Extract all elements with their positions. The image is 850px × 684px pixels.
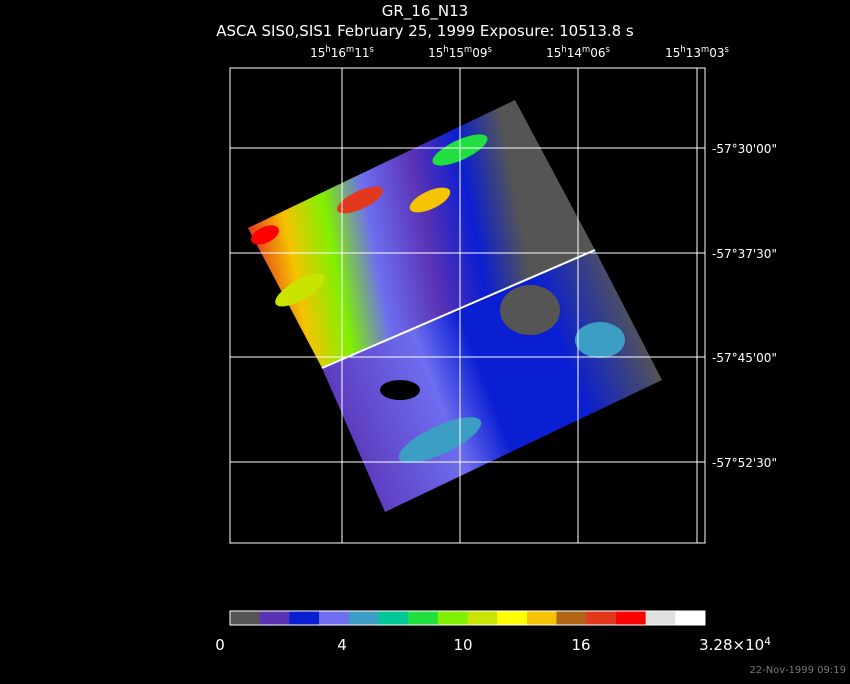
blob: [398, 417, 482, 463]
colorbar-cell: [348, 611, 379, 625]
title: GR_16_N13: [382, 2, 468, 21]
label-part: 15: [449, 46, 464, 60]
colorbar-cell: [230, 611, 260, 625]
colorbar-frame: [229, 610, 706, 626]
chip-gap: [321, 249, 596, 369]
colorbar-label: 3.28×104: [699, 636, 771, 654]
colorbar-label: 0: [215, 636, 225, 654]
superscript: s: [369, 44, 373, 54]
blob: [337, 186, 383, 214]
label-part: 0: [215, 636, 225, 654]
superscript: m: [346, 44, 354, 54]
colorbar-cell: [437, 611, 468, 625]
subtitle: ASCA SIS0,SIS1 February 25, 1999 Exposur…: [216, 22, 634, 40]
dec-label: -57°52'30": [712, 456, 777, 470]
colorbar-cell: [645, 611, 676, 625]
colorbar-cell: [675, 611, 706, 625]
colorbar-label: 10: [453, 636, 472, 654]
colorbar-cell: [319, 611, 350, 625]
superscript: m: [582, 44, 590, 54]
coord-grid: [229, 67, 706, 544]
colorbar-cell: [526, 611, 557, 625]
label-part: 11: [354, 46, 369, 60]
colorbar-cell: [467, 611, 498, 625]
label-part: 15: [428, 46, 443, 60]
dec-label: -57°45'00": [712, 351, 777, 365]
chip-sis0: [248, 100, 595, 368]
dec-label: -57°30'00": [712, 142, 777, 156]
colorbar-cell: [408, 611, 439, 625]
blob: [515, 180, 565, 220]
colorbar-cell: [378, 611, 409, 625]
superscript: h: [561, 44, 566, 54]
label-part: 06: [590, 46, 605, 60]
label-part: 13: [686, 46, 701, 60]
blob: [500, 285, 560, 335]
colorbar-cell: [556, 611, 587, 625]
colorbar-cell: [259, 611, 290, 625]
ra-label: 15h14m06s: [546, 44, 610, 60]
superscript: s: [724, 44, 728, 54]
colorbar-cell: [586, 611, 617, 625]
blob: [380, 380, 420, 400]
dec-label: -57°37'30": [712, 247, 777, 261]
label-part: 3.28×10: [699, 636, 764, 654]
image: [248, 100, 662, 512]
ra-label: 15h15m09s: [428, 44, 492, 60]
label-part: 4: [337, 636, 347, 654]
label-part: 14: [567, 46, 582, 60]
superscript: 4: [764, 636, 771, 648]
ra-label: 15h13m03s: [665, 44, 729, 60]
superscript: s: [605, 44, 609, 54]
label-part: 15: [546, 46, 561, 60]
colorbar-label: 16: [571, 636, 590, 654]
label-part: 03: [709, 46, 724, 60]
superscript: h: [443, 44, 448, 54]
label-part: 16: [331, 46, 346, 60]
colorbar-label: 4: [337, 636, 347, 654]
label-part: 15: [310, 46, 325, 60]
superscript: h: [325, 44, 330, 54]
blob: [275, 273, 325, 307]
label-part: 15: [665, 46, 680, 60]
superscript: h: [680, 44, 685, 54]
colorbar-cell: [497, 611, 528, 625]
ra-label: 15h16m11s: [310, 44, 374, 60]
blob: [575, 322, 625, 358]
blob: [250, 225, 280, 245]
colorbar-cell: [615, 611, 646, 625]
superscript: m: [464, 44, 472, 54]
label-part: 10: [453, 636, 472, 654]
colorbar-cell: [289, 611, 320, 625]
timestamp: 22-Nov-1999 09:19: [749, 665, 846, 676]
blob: [409, 187, 451, 213]
frame: [229, 67, 706, 544]
label-part: 16: [571, 636, 590, 654]
superscript: s: [487, 44, 491, 54]
label-part: 09: [472, 46, 487, 60]
superscript: m: [701, 44, 709, 54]
